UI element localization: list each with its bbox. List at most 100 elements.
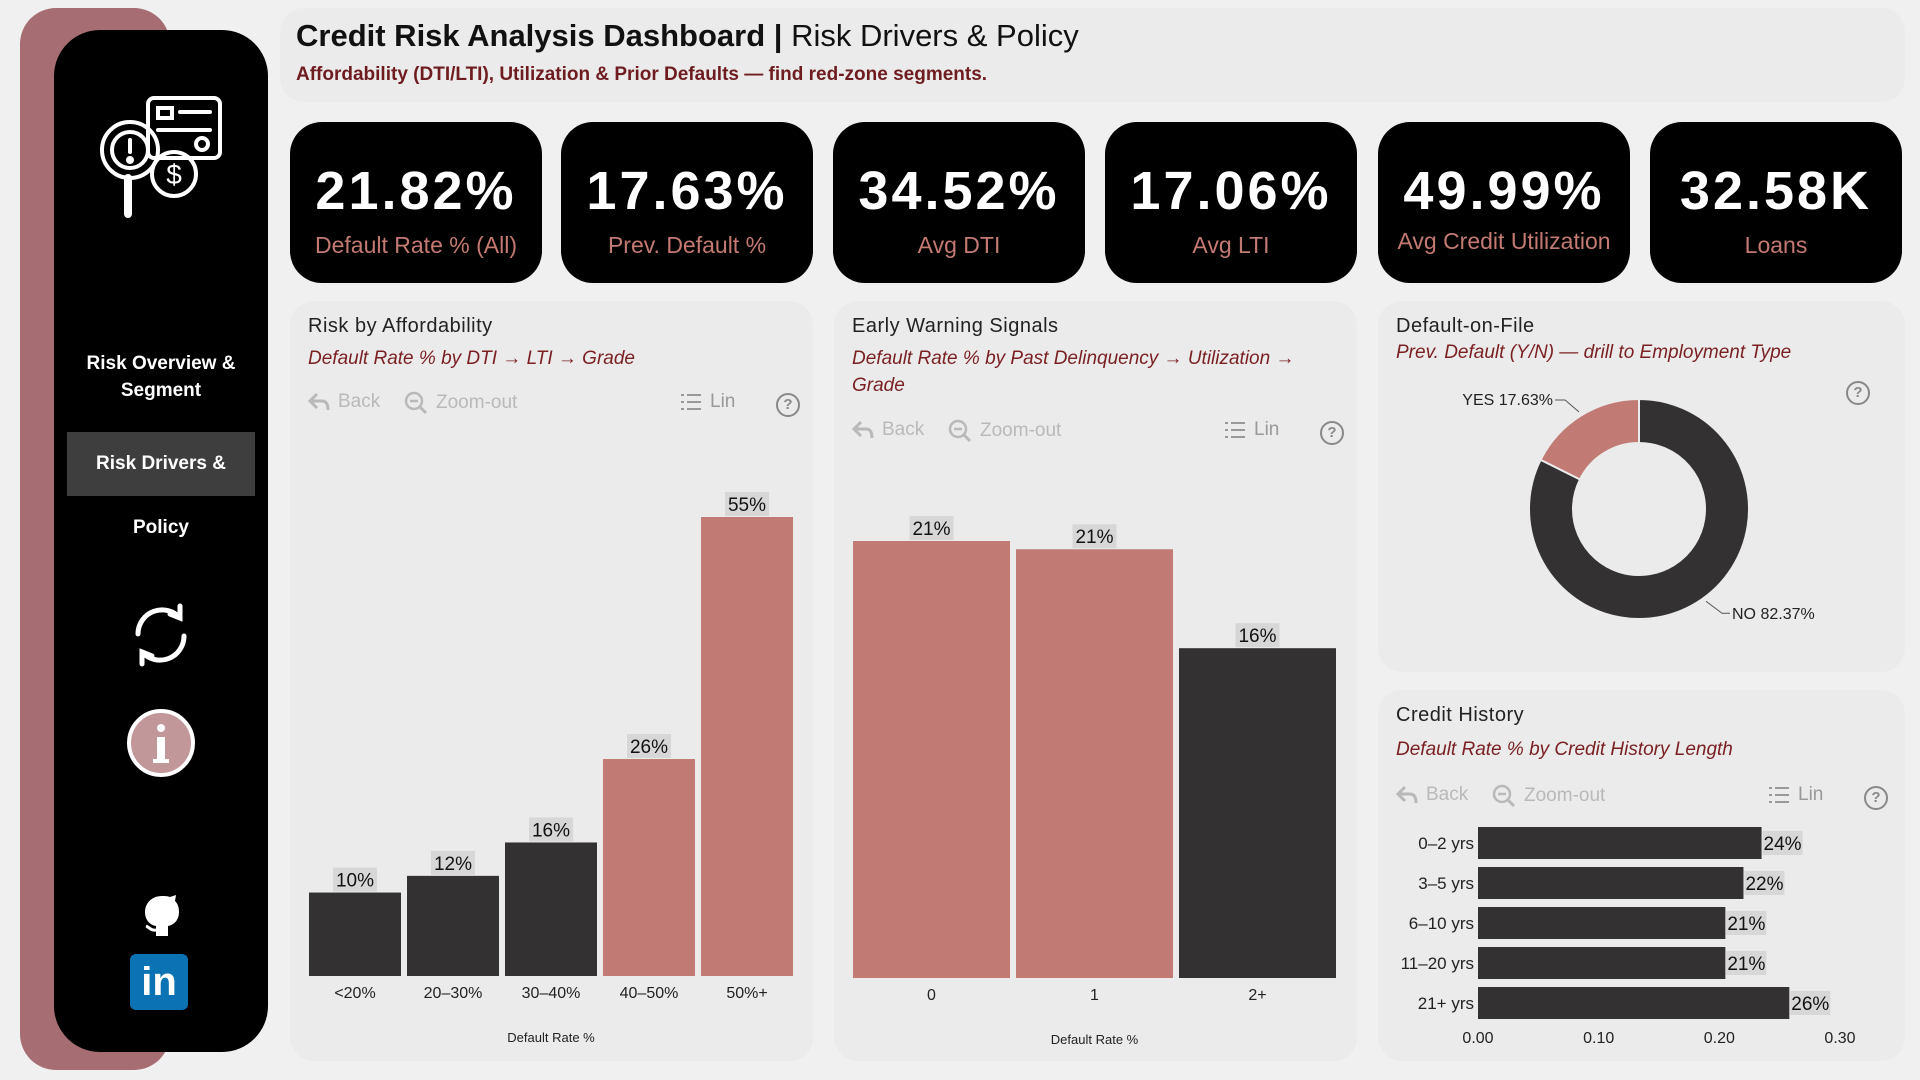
linear-scale-button[interactable]: Lin: [680, 391, 735, 413]
panel-subtitle-line: Default Rate % by Past Delinquency → Uti…: [852, 348, 1295, 369]
donut-slice[interactable]: [1528, 397, 1750, 620]
zoom-out-label: Zoom-out: [1524, 785, 1606, 806]
leader-line: [1555, 399, 1580, 413]
data-label-bg: [1235, 623, 1280, 648]
linkedin-icon[interactable]: in: [130, 954, 188, 1010]
info-icon[interactable]: [126, 708, 196, 778]
data-label-bg: [529, 817, 573, 842]
linear-scale-button[interactable]: Lin: [1224, 419, 1279, 441]
leader-line: [1705, 600, 1731, 614]
list-icon: [681, 394, 701, 410]
slice-label: YES 17.63%: [1462, 392, 1553, 409]
data-label: 55%: [728, 495, 766, 516]
data-label: 10%: [336, 871, 374, 892]
data-label-bg: [1726, 911, 1767, 935]
bar[interactable]: [1478, 827, 1762, 859]
data-label-bg: [909, 516, 954, 540]
zoom-out-label: Zoom-out: [436, 392, 518, 413]
credit-history-bar-chart: 0–2 yrs 24% 3–5 yrs 22% 6–10 yrs 21% 11–20 yrs…: [1401, 827, 1856, 1047]
bar[interactable]: [1478, 907, 1726, 939]
data-label-bg: [1744, 871, 1785, 895]
nav-risk-drivers[interactable]: Risk Drivers & Policy: [67, 432, 255, 538]
x-tick-label: 20–30%: [424, 985, 483, 1002]
refresh-icon[interactable]: [126, 600, 196, 670]
kpi-loans: 32.58K Loans: [1650, 122, 1902, 283]
bar[interactable]: [407, 875, 499, 976]
kpi-default-rate: 21.82% Default Rate % (All): [290, 122, 542, 283]
back-label: Back: [1426, 784, 1469, 805]
github-icon[interactable]: [142, 894, 182, 938]
help-icon[interactable]: ?: [1846, 381, 1870, 405]
x-tick-label: 2+: [1248, 987, 1266, 1004]
kpi-value: 34.52%: [858, 161, 1060, 221]
kpi-value: 49.99%: [1403, 161, 1605, 221]
slice-label: NO 82.37%: [1732, 606, 1815, 623]
y-tick-label: 11–20 yrs: [1401, 954, 1474, 973]
panel-subtitle: Default Rate % by Credit History Length: [1396, 739, 1733, 760]
y-tick-label: 6–10 yrs: [1409, 914, 1474, 933]
x-tick-label: 1: [1090, 987, 1099, 1004]
y-tick-label: 3–5 yrs: [1418, 874, 1474, 893]
risk-analysis-logo-icon: $: [100, 96, 222, 218]
data-label-bg: [725, 492, 769, 516]
zoom-out-button[interactable]: Zoom-out: [404, 391, 517, 415]
bar[interactable]: [505, 842, 597, 976]
zoom-out-button[interactable]: Zoom-out: [1492, 784, 1605, 808]
x-tick-label: 0.00: [1462, 1030, 1493, 1047]
kpi-value: 21.82%: [315, 161, 517, 221]
data-label-bg: [431, 850, 475, 875]
x-tick-label: 30–40%: [522, 985, 581, 1002]
svg-text:$: $: [166, 159, 182, 190]
panel-title: Risk by Affordability: [308, 315, 493, 337]
bar[interactable]: [1478, 987, 1790, 1019]
page-subtitle: Affordability (DTI/LTI), Utilization & P…: [296, 64, 988, 85]
back-arrow-icon: [1396, 785, 1418, 804]
back-label: Back: [338, 391, 381, 412]
panel-title: Early Warning Signals: [852, 315, 1059, 337]
page-header: Credit Risk Analysis Dashboard | Risk Dr…: [280, 8, 1905, 102]
back-button[interactable]: Back: [1396, 784, 1468, 806]
bar[interactable]: [1016, 549, 1173, 978]
bar[interactable]: [1478, 867, 1744, 899]
kpi-avg-dti: 34.52% Avg DTI: [833, 122, 1085, 283]
panel-credit-history: Credit History Default Rate % by Credit …: [1378, 690, 1905, 1061]
bar[interactable]: [1478, 947, 1726, 979]
data-label: 26%: [1791, 994, 1829, 1015]
panel-title: Credit History: [1396, 704, 1525, 726]
help-icon[interactable]: ?: [776, 393, 800, 417]
data-label-bg: [1790, 991, 1831, 1015]
zoom-out-button[interactable]: Zoom-out: [948, 419, 1061, 443]
back-button[interactable]: Back: [308, 391, 380, 413]
linear-scale-button[interactable]: Lin: [1768, 784, 1823, 806]
panel-subtitle-line: Grade: [852, 375, 905, 396]
panel-subtitle: Prev. Default (Y/N) — drill to Employmen…: [1396, 342, 1792, 363]
data-label: 22%: [1745, 874, 1783, 895]
panel-subtitle: Default Rate % by Past Delinquency → Uti…: [852, 345, 1294, 399]
back-arrow-icon: [308, 392, 330, 411]
panel-early-warning: Early Warning Signals Default Rate % by …: [834, 301, 1357, 1061]
help-icon[interactable]: ?: [1864, 786, 1888, 810]
x-tick-label: 0: [927, 987, 936, 1004]
bar[interactable]: [603, 759, 695, 976]
bar[interactable]: [1179, 648, 1336, 978]
kpi-label: Avg LTI: [1192, 232, 1270, 258]
title-page-name: Risk Drivers & Policy: [791, 18, 1079, 53]
data-label: 21%: [1075, 527, 1113, 548]
kpi-value: 32.58K: [1679, 161, 1873, 221]
bar[interactable]: [309, 892, 401, 976]
panel-subtitle: Default Rate % by DTI → LTI → Grade: [308, 348, 635, 369]
kpi-avg-utilization: 49.99% Avg Credit Utilization: [1378, 122, 1630, 283]
y-tick-label: 21+ yrs: [1418, 994, 1474, 1013]
x-tick-label: 40–50%: [620, 985, 679, 1002]
bar[interactable]: [701, 517, 793, 976]
help-icon[interactable]: ?: [1320, 421, 1344, 445]
panel-risk-affordability: Risk by Affordability Default Rate % by …: [290, 301, 813, 1061]
back-arrow-icon: [852, 420, 874, 439]
bar[interactable]: [853, 541, 1010, 978]
chart-toolbar: Back Zoom-out Lin ?: [1396, 784, 1888, 812]
title-bold: Credit Risk Analysis Dashboard |: [296, 18, 783, 53]
kpi-label: Avg Credit Utilization: [1397, 228, 1611, 254]
back-button[interactable]: Back: [852, 419, 924, 441]
nav-risk-overview[interactable]: Risk Overview & Segment: [86, 353, 236, 401]
x-tick-label: <20%: [334, 985, 375, 1002]
